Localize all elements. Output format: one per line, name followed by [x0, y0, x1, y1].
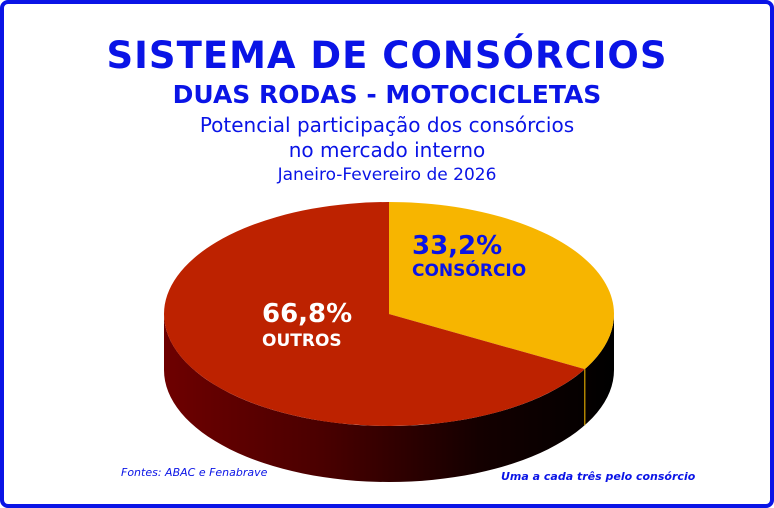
slice-outros-label: OUTROS	[262, 331, 342, 351]
chart-title: SISTEMA DE CONSÓRCIOS	[106, 34, 668, 77]
source-note: Fontes: ABAC e Fenabrave	[121, 466, 268, 479]
slice-consorcio-value-label: 33,2%	[412, 231, 502, 261]
slice-consorcio	[389, 202, 614, 370]
description-line-1: Potencial participação dos consórcios	[199, 113, 575, 137]
footer-note: Uma a cada três pelo consórcio	[501, 470, 696, 483]
chart-subtitle: DUAS RODAS - MOTOCICLETAS	[172, 80, 602, 109]
pie-side-wall	[164, 314, 614, 482]
description-line-2: no mercado interno	[288, 138, 486, 162]
pie-chart: 33,2% CONSÓRCIO 66,8% OUTROS	[163, 202, 614, 482]
slice-outros	[163, 202, 585, 426]
slice-consorcio-label: CONSÓRCIO	[412, 259, 526, 281]
slice-outros-value-label: 66,8%	[262, 299, 352, 329]
period-label: Janeiro-Fevereiro de 2026	[277, 165, 497, 185]
